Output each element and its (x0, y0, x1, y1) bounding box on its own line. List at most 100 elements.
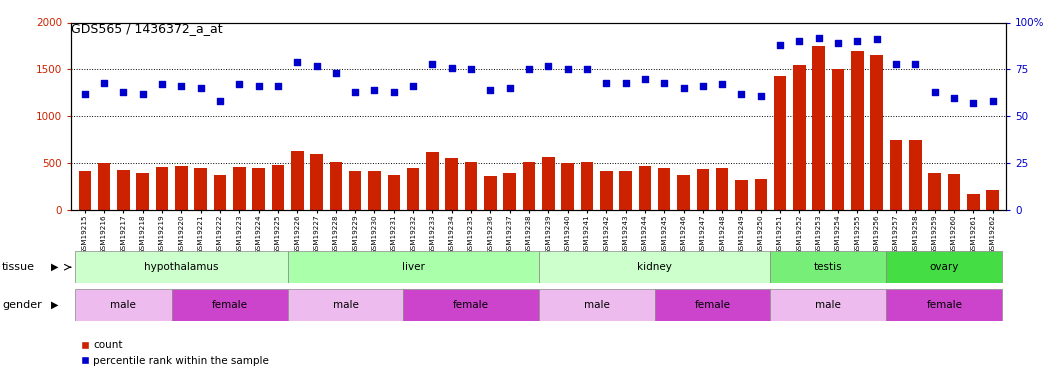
Bar (755, 179, 767, 210)
Bar (697, 169, 709, 210)
Text: testis: testis (814, 262, 843, 272)
Bar (484, 176, 497, 210)
Bar (349, 171, 362, 210)
Point (366, 87, 383, 93)
Point (424, 61, 441, 67)
Bar (329, 162, 342, 210)
Text: female: female (212, 300, 247, 310)
Bar (658, 168, 671, 210)
Bar (503, 173, 516, 210)
Bar (136, 173, 149, 210)
Bar (75, 289, 172, 321)
Point (791, 38, 808, 44)
Point (405, 83, 421, 89)
Text: female: female (453, 300, 489, 310)
Point (617, 80, 634, 86)
Bar (407, 168, 419, 210)
Point (984, 98, 1001, 104)
Bar (871, 56, 883, 210)
Point (598, 80, 615, 86)
Text: female: female (695, 300, 730, 310)
Bar (214, 176, 226, 210)
Bar (75, 251, 287, 283)
Point (714, 81, 730, 87)
Point (95, 80, 112, 86)
Point (173, 83, 190, 89)
Bar (909, 140, 921, 210)
Point (231, 81, 247, 87)
Bar (887, 289, 1002, 321)
Bar (403, 289, 539, 321)
Point (888, 61, 904, 67)
Point (289, 59, 306, 65)
Text: ▶: ▶ (50, 262, 59, 272)
Bar (890, 140, 902, 210)
Bar (770, 251, 887, 283)
Bar (793, 64, 806, 210)
Point (308, 63, 325, 69)
Bar (967, 194, 980, 210)
Bar (310, 154, 323, 210)
Bar (619, 171, 632, 210)
Bar (368, 171, 380, 210)
Point (521, 66, 538, 72)
Point (869, 36, 886, 42)
Point (945, 94, 962, 100)
Bar (716, 168, 728, 210)
Bar (770, 289, 887, 321)
Bar (287, 289, 403, 321)
Text: ovary: ovary (930, 262, 959, 272)
Bar (117, 170, 130, 210)
Point (501, 85, 518, 91)
Point (212, 98, 228, 104)
Bar (172, 289, 287, 321)
Point (810, 34, 827, 40)
Bar (655, 289, 770, 321)
Bar (79, 171, 91, 210)
Text: male: male (815, 300, 842, 310)
Point (695, 83, 712, 89)
Bar (539, 251, 770, 283)
Point (115, 89, 132, 95)
Text: kidney: kidney (637, 262, 672, 272)
Bar (986, 190, 999, 210)
Bar (388, 175, 400, 210)
Bar (233, 167, 245, 210)
Bar (97, 163, 110, 210)
Bar (445, 158, 458, 210)
Bar (194, 168, 206, 210)
Point (192, 85, 209, 91)
Point (540, 63, 556, 69)
Point (830, 40, 847, 46)
Point (907, 61, 923, 67)
Point (327, 70, 344, 76)
Bar (601, 171, 612, 210)
Point (926, 89, 943, 95)
Bar (736, 180, 748, 210)
Bar (287, 251, 539, 283)
Bar (832, 69, 845, 210)
Text: liver: liver (401, 262, 424, 272)
Point (965, 100, 982, 106)
Point (250, 83, 267, 89)
Bar (638, 166, 651, 210)
Bar (271, 165, 284, 210)
Text: tissue: tissue (2, 262, 35, 272)
Bar (253, 168, 265, 210)
Bar (929, 172, 941, 210)
Text: male: male (584, 300, 610, 310)
Point (771, 42, 788, 48)
Point (269, 83, 286, 89)
Bar (175, 166, 188, 210)
Bar (523, 162, 536, 210)
Bar (812, 46, 825, 210)
Bar (947, 174, 960, 210)
Point (134, 91, 151, 97)
Bar (581, 162, 593, 210)
Point (734, 91, 750, 97)
Text: female: female (926, 300, 962, 310)
Point (636, 76, 653, 82)
Point (656, 80, 673, 86)
Legend: count, percentile rank within the sample: count, percentile rank within the sample (77, 336, 274, 370)
Bar (542, 157, 554, 210)
